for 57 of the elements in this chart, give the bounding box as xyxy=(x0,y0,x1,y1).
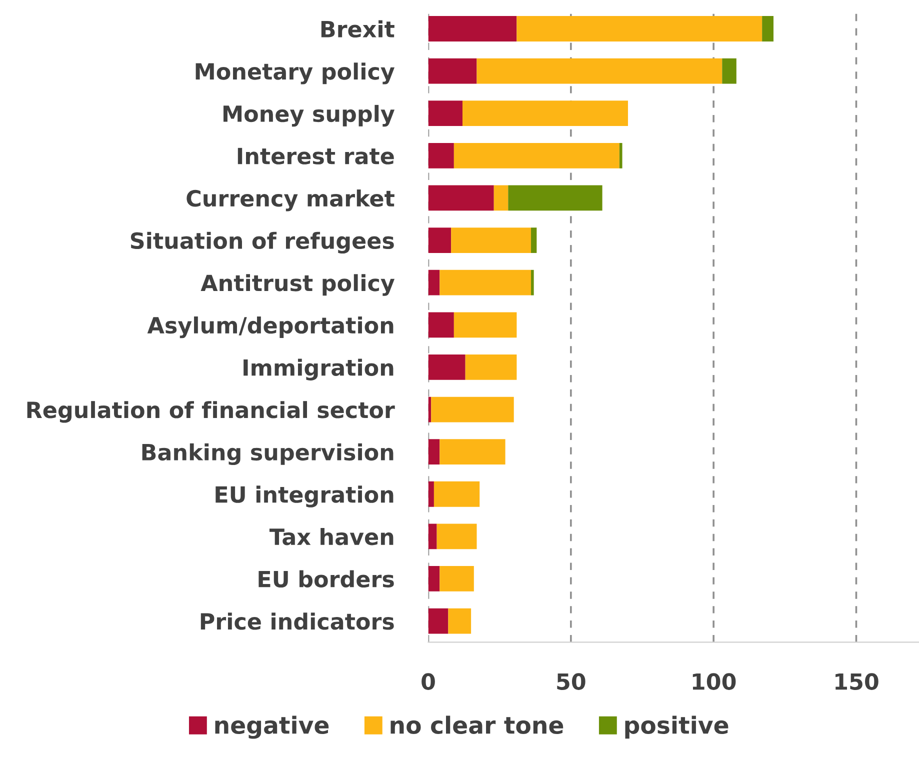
bar xyxy=(436,524,477,550)
bar xyxy=(619,142,622,168)
bar xyxy=(431,396,514,422)
y-tick-label: Asylum/deportation xyxy=(147,316,394,338)
bar xyxy=(428,16,517,42)
bar xyxy=(428,312,454,338)
bar xyxy=(434,481,480,507)
y-tick-label: Money supply xyxy=(224,104,395,127)
bar xyxy=(428,58,477,84)
bar xyxy=(508,185,602,211)
bar xyxy=(762,16,774,42)
bar xyxy=(465,354,517,380)
y-tick-label: Tax haven xyxy=(269,528,394,546)
bar xyxy=(428,100,462,126)
bar xyxy=(462,100,628,126)
y-tick-label: Antitrust policy xyxy=(200,274,395,296)
bar xyxy=(530,228,537,253)
y-tick-label: Currency market xyxy=(186,190,394,212)
y-tick-label: Price indicators xyxy=(200,612,394,630)
bar xyxy=(454,142,620,168)
y-tick-label: Immigration xyxy=(244,358,394,380)
bar xyxy=(722,58,736,84)
bar xyxy=(428,439,440,465)
bar xyxy=(440,566,474,592)
bar xyxy=(476,58,722,84)
y-tick-label: Monetary policy xyxy=(196,62,395,84)
legend-label: negative xyxy=(215,716,329,739)
bar xyxy=(428,524,437,550)
bar xyxy=(428,185,494,211)
y-tick-label: Interest rate xyxy=(238,148,394,164)
bar xyxy=(428,566,440,592)
bar xyxy=(448,608,472,634)
y-tick-label: Banking supervision xyxy=(142,443,394,466)
bar xyxy=(451,228,531,253)
bar xyxy=(454,312,517,338)
y-tick-label: EU borders xyxy=(258,570,394,588)
x-tick-label: 150 xyxy=(836,673,878,690)
x-tick-label: 0 xyxy=(422,673,435,690)
bar xyxy=(428,142,454,168)
bar xyxy=(530,270,534,296)
legend-label: positive xyxy=(625,716,728,739)
bar xyxy=(428,608,448,634)
bar xyxy=(440,270,531,296)
x-tick-label: 50 xyxy=(557,673,586,690)
y-tick-label: Situation of refugees xyxy=(130,232,394,254)
bar xyxy=(428,270,440,296)
bar xyxy=(428,228,452,253)
y-tick-label: Regulation of financial sector xyxy=(27,401,395,423)
y-tick-label: Brexit xyxy=(321,20,394,38)
y-tick-label: EU integration xyxy=(216,486,394,508)
bar xyxy=(440,439,506,465)
bar xyxy=(428,481,434,507)
bar xyxy=(516,16,762,42)
legend-label: no clear tone xyxy=(390,716,564,734)
bar xyxy=(494,185,508,211)
x-tick-label: 100 xyxy=(692,673,736,690)
bar xyxy=(428,354,466,380)
